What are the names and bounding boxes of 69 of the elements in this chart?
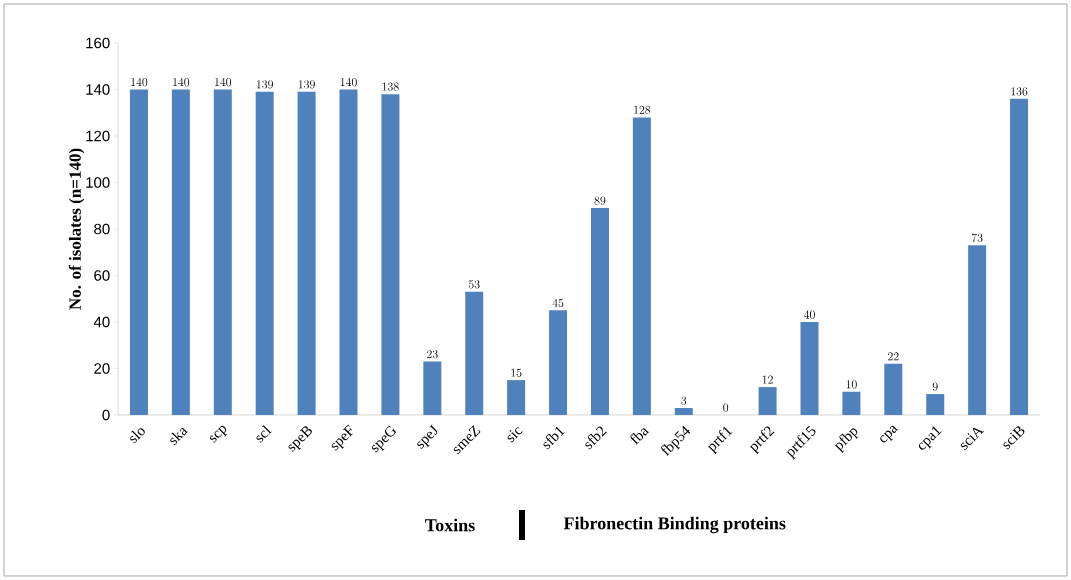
data-label: 45 <box>552 298 564 308</box>
bar <box>800 321 819 415</box>
data-label: 140 <box>340 77 357 87</box>
y-tick-label: 40 <box>93 316 110 328</box>
y-tick-label: 60 <box>94 270 110 281</box>
x-tick-label: sfb2 <box>585 426 607 450</box>
data-label: 139 <box>298 80 315 89</box>
x-tick-label: ska <box>170 428 189 446</box>
data-label: 140 <box>215 77 232 87</box>
bar <box>255 91 274 415</box>
data-label: 3 <box>681 396 687 405</box>
data-label: 89 <box>594 196 606 205</box>
data-label: 22 <box>888 352 899 361</box>
y-tick-label: 120 <box>86 130 110 142</box>
data-label: 0 <box>723 403 729 412</box>
x-tick-label: scl <box>256 425 272 443</box>
y-tick-label: 20 <box>94 363 110 374</box>
bar <box>171 89 190 415</box>
bar <box>549 310 568 415</box>
data-label: 9 <box>932 382 938 391</box>
x-tick-label: fba <box>630 428 650 445</box>
x-tick-label: cpa <box>880 425 899 443</box>
x-tick-label: sciA <box>960 427 985 451</box>
bar <box>213 89 232 415</box>
bar <box>758 387 777 415</box>
y-tick-label: 100 <box>86 177 110 188</box>
bar <box>339 89 358 415</box>
data-label: 140 <box>173 77 190 87</box>
bar <box>674 408 693 415</box>
y-tick-label: 0 <box>102 409 110 421</box>
x-tick-label: speJ <box>417 424 438 449</box>
data-label: 23 <box>427 350 438 359</box>
data-label: 139 <box>256 80 273 89</box>
x-tick-label: scp <box>209 425 228 443</box>
x-tick-label: sciB <box>1003 426 1025 450</box>
x-tick-label: slo <box>130 428 145 444</box>
y-tick-label: 140 <box>86 84 110 95</box>
bar <box>465 291 484 415</box>
bar <box>590 208 609 415</box>
bar <box>381 94 400 415</box>
bar <box>884 363 903 415</box>
bar <box>968 245 987 415</box>
data-label: 40 <box>803 310 815 319</box>
text: Toxins <box>425 518 475 532</box>
x-tick-label: sic <box>507 426 523 443</box>
x-tick-label: sfb1 <box>543 426 565 450</box>
bar <box>129 89 148 415</box>
text: Fibronectin Binding proteins <box>563 516 786 534</box>
x-tick-label: pfbp <box>834 428 859 454</box>
bar <box>423 361 442 415</box>
data-label: 136 <box>1011 87 1028 96</box>
bar <box>842 391 861 415</box>
bar <box>926 394 945 415</box>
data-label: 15 <box>511 368 522 377</box>
bar <box>1010 98 1029 415</box>
y-axis-title: No. of isolates (n=140) <box>68 148 85 310</box>
data-label: 138 <box>382 82 399 91</box>
data-label: 12 <box>762 375 773 384</box>
data-label: 128 <box>634 105 651 115</box>
data-label: 140 <box>131 77 148 87</box>
y-tick-label: 160 <box>86 37 110 49</box>
y-tick-label: 80 <box>94 223 110 235</box>
bar <box>632 117 651 415</box>
bar <box>297 91 316 415</box>
data-label: 53 <box>468 280 480 289</box>
data-label: 73 <box>971 233 983 242</box>
x-tick-label: cpa1 <box>918 426 942 450</box>
bar <box>507 380 526 415</box>
data-label: 10 <box>846 380 857 389</box>
